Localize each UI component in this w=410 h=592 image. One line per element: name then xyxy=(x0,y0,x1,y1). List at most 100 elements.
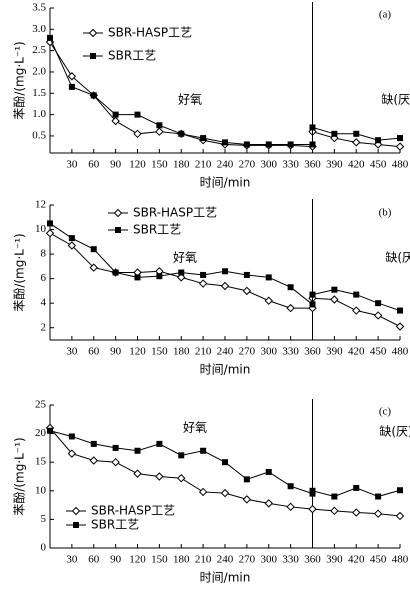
panel-label: (c) xyxy=(379,406,392,418)
x-tick-label: 360 xyxy=(304,554,321,566)
point xyxy=(178,269,185,276)
point xyxy=(67,241,77,250)
series-line xyxy=(49,37,401,145)
point xyxy=(155,472,164,481)
point xyxy=(309,124,316,131)
point xyxy=(47,220,53,227)
point xyxy=(395,511,405,521)
x-tick-label: 480 xyxy=(392,346,409,358)
y-tick-label: 2.0 xyxy=(32,66,46,78)
x-tick-label: 210 xyxy=(195,159,212,171)
x-tick-label: 390 xyxy=(326,159,343,171)
point xyxy=(198,279,208,288)
legend-label: SBR工艺 xyxy=(91,518,139,532)
point xyxy=(112,111,119,118)
legend-marker xyxy=(88,28,98,38)
y-tick-label: 3.0 xyxy=(32,23,46,35)
panel-label: (b) xyxy=(379,207,392,219)
point xyxy=(375,137,382,144)
point xyxy=(352,138,361,147)
x-tick-label: 150 xyxy=(151,346,168,358)
y-axis-label: 苯酚/(mg·L⁻¹) xyxy=(13,233,27,311)
legend-marker xyxy=(71,506,81,516)
point xyxy=(134,274,141,281)
point xyxy=(156,440,163,447)
x-tick-label: 180 xyxy=(173,346,190,358)
x-tick-label: 120 xyxy=(129,346,146,358)
point xyxy=(243,271,250,278)
series-line xyxy=(49,222,401,312)
point xyxy=(331,130,338,137)
point xyxy=(264,499,273,508)
x-tick-label: 480 xyxy=(392,159,409,171)
point xyxy=(68,83,75,90)
y-tick-label: 12 xyxy=(35,199,46,211)
x-tick-label: 450 xyxy=(370,554,387,566)
y-tick-label: 10 xyxy=(35,484,47,496)
point xyxy=(134,111,141,118)
point xyxy=(155,127,164,136)
x-tick-label: 30 xyxy=(66,346,78,358)
point xyxy=(309,291,316,298)
x-tick-label: 390 xyxy=(326,554,343,566)
point xyxy=(45,37,55,47)
point xyxy=(287,483,294,490)
point xyxy=(265,274,272,281)
y-tick-label: 1.5 xyxy=(32,87,46,99)
phase-label: 缺(厌)氧 xyxy=(385,250,410,265)
point xyxy=(177,474,186,483)
x-tick-label: 240 xyxy=(217,159,234,171)
point xyxy=(353,291,360,298)
x-tick-label: 90 xyxy=(110,554,122,566)
x-tick-label: 240 xyxy=(217,554,234,566)
legend-marker xyxy=(73,522,79,528)
x-tick-label: 300 xyxy=(261,346,278,358)
x-axis-label: 时间/min xyxy=(200,176,251,190)
point xyxy=(89,456,98,465)
point xyxy=(353,130,360,137)
point xyxy=(200,135,207,142)
point xyxy=(156,273,163,280)
x-tick-label: 270 xyxy=(239,159,256,171)
point xyxy=(47,34,53,41)
legend-label: SBR工艺 xyxy=(133,223,181,237)
phase-label: 好氧 xyxy=(173,251,197,265)
x-tick-label: 330 xyxy=(282,159,299,171)
point xyxy=(308,504,317,514)
series-line xyxy=(49,41,401,148)
point xyxy=(178,452,185,459)
point xyxy=(375,300,382,307)
x-tick-label: 30 xyxy=(66,554,78,566)
x-tick-label: 330 xyxy=(282,554,299,566)
x-tick-label: 240 xyxy=(217,346,234,358)
x-tick-label: 90 xyxy=(110,346,122,358)
x-tick-label: 450 xyxy=(370,346,387,358)
point xyxy=(287,141,294,148)
point xyxy=(68,433,75,440)
point xyxy=(330,295,339,304)
legend-label: SBR-HASP工艺 xyxy=(108,26,192,40)
point xyxy=(395,142,405,151)
x-tick-label: 420 xyxy=(348,554,365,566)
point xyxy=(331,493,338,500)
x-tick-label: 330 xyxy=(282,346,299,358)
y-tick-label: 0.5 xyxy=(32,129,46,141)
point xyxy=(353,484,360,491)
y-tick-label: 10 xyxy=(35,223,47,235)
point xyxy=(177,273,186,282)
point xyxy=(397,135,403,142)
point xyxy=(90,92,97,99)
y-tick-label: 3.5 xyxy=(32,2,46,14)
x-tick-label: 270 xyxy=(239,346,256,358)
point xyxy=(90,440,97,447)
x-tick-label: 150 xyxy=(151,554,168,566)
phase-label: 缺(厌)氧 xyxy=(379,424,410,439)
y-tick-label: 25 xyxy=(35,399,47,411)
legend-label: SBR工艺 xyxy=(108,49,156,63)
point xyxy=(243,476,250,483)
legend-marker xyxy=(90,53,96,59)
phase-label: 好氧 xyxy=(178,93,202,107)
point xyxy=(111,457,120,467)
point xyxy=(112,444,119,451)
series-line xyxy=(49,430,401,498)
